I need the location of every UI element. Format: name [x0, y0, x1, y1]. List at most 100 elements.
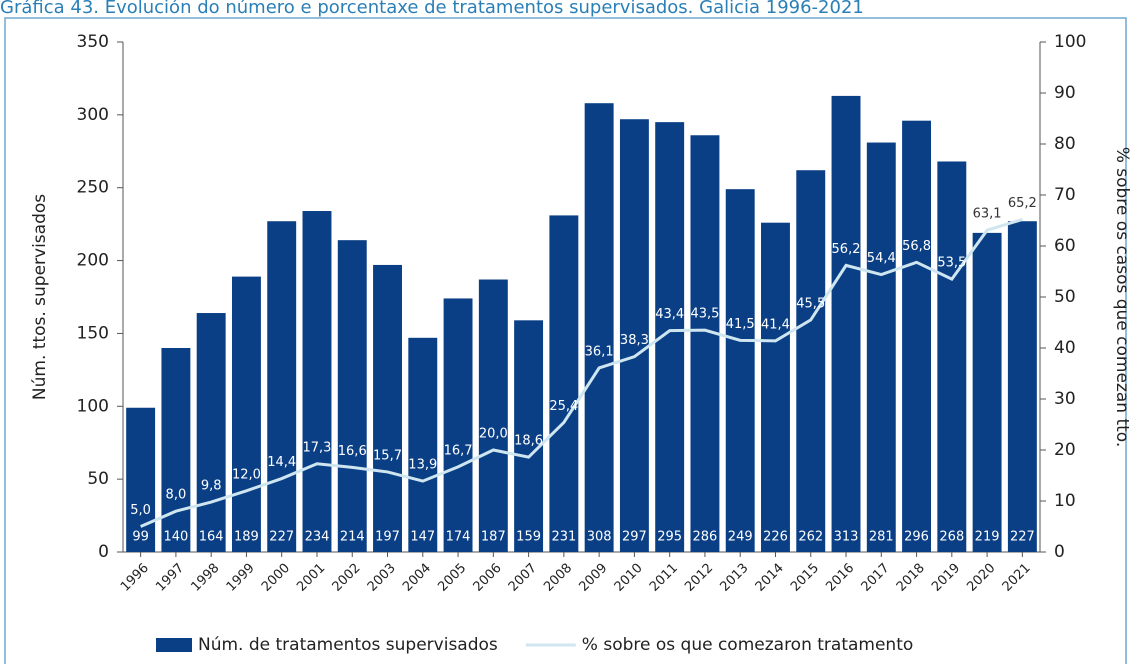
bar	[549, 215, 579, 552]
line-value-label: 25,4	[549, 399, 578, 414]
x-tick-label: 1997	[153, 561, 187, 595]
y-tick-label: 100	[77, 396, 109, 416]
bar-value-label: 295	[657, 530, 682, 545]
x-tick-label: 2018	[894, 561, 928, 595]
y-axis-label: Núm. ttos. supervisados	[30, 194, 50, 400]
bar-value-label: 286	[693, 530, 718, 545]
bar	[796, 170, 826, 552]
bar	[937, 161, 967, 552]
bar-value-label: 99	[132, 530, 149, 545]
bar-value-label: 164	[199, 530, 224, 545]
line-value-label: 38,3	[620, 333, 649, 348]
bar	[902, 120, 932, 552]
x-tick-label: 1999	[224, 561, 258, 595]
x-tick-label: 2013	[718, 561, 752, 595]
line-value-label: 41,4	[761, 317, 790, 332]
bar	[443, 298, 473, 552]
bar-value-label: 227	[1010, 530, 1035, 545]
x-tick-label: 2012	[682, 561, 716, 595]
bar	[302, 211, 332, 552]
bar-value-label: 313	[834, 530, 859, 545]
frame	[4, 17, 1127, 664]
x-tick-label: 2001	[294, 561, 328, 595]
bar-value-label: 174	[446, 530, 471, 545]
y-tick-label: 300	[77, 105, 109, 125]
x-tick-label: 2009	[576, 561, 610, 595]
line-value-label: 12,0	[232, 467, 261, 482]
y2-tick-label: 80	[1054, 134, 1076, 154]
x-tick-label: 2014	[753, 561, 787, 595]
line-value-label: 41,5	[726, 317, 755, 332]
y2-tick-label: 30	[1054, 389, 1076, 409]
x-tick-label: 2021	[1000, 561, 1034, 595]
y2-tick-label: 50	[1054, 287, 1076, 307]
y2-tick-label: 90	[1054, 83, 1076, 103]
y-tick-label: 0	[98, 542, 109, 562]
y2-tick-label: 60	[1054, 236, 1076, 256]
bar	[690, 135, 720, 552]
line-value-label: 16,7	[444, 443, 473, 458]
line-value-label: 63,1	[973, 207, 1002, 222]
bar	[478, 279, 508, 552]
line-value-label: 20,0	[479, 427, 508, 442]
line-value-label: 36,1	[585, 344, 614, 359]
line-value-label: 56,8	[902, 239, 931, 254]
bar	[126, 407, 156, 552]
bar	[337, 240, 367, 552]
x-tick-label: 2010	[612, 561, 646, 595]
line-value-label: 14,4	[267, 455, 296, 470]
x-tick-label: 2017	[859, 561, 893, 595]
x-tick-label: 1996	[118, 561, 152, 595]
x-tick-label: 1998	[188, 561, 222, 595]
y2-tick-label: 100	[1054, 32, 1086, 52]
x-tick-label: 2015	[788, 561, 822, 595]
bar	[866, 142, 896, 553]
bar	[408, 337, 438, 552]
y2-tick-label: 40	[1054, 338, 1076, 358]
legend-label: % sobre os que comezaron tratamento	[582, 635, 914, 655]
x-tick-label: 2019	[929, 561, 963, 595]
bar-value-label: 197	[375, 530, 400, 545]
bar	[972, 232, 1002, 552]
y-tick-label: 350	[77, 32, 109, 52]
x-tick-label: 2020	[964, 561, 998, 595]
y2-tick-label: 20	[1054, 440, 1076, 460]
bar-value-label: 308	[587, 530, 612, 545]
line-value-label: 56,2	[832, 242, 861, 257]
x-tick-label: 2002	[330, 561, 364, 595]
bar	[584, 103, 614, 552]
x-tick-label: 2000	[259, 561, 293, 595]
bar-value-label: 189	[234, 530, 259, 545]
line-value-label: 15,7	[373, 448, 402, 463]
y2-tick-label: 10	[1054, 491, 1076, 511]
x-tick-label: 2007	[506, 561, 540, 595]
line-value-label: 9,8	[201, 479, 222, 494]
bar-value-label: 147	[410, 530, 435, 545]
bar	[196, 313, 226, 552]
bar-value-label: 187	[481, 530, 506, 545]
y-tick-label: 50	[87, 469, 109, 489]
y2-tick-label: 0	[1054, 542, 1065, 562]
bar	[725, 189, 755, 552]
y-tick-label: 200	[77, 251, 109, 271]
line-value-label: 5,0	[130, 503, 151, 518]
bar-value-label: 219	[975, 530, 1000, 545]
line-value-label: 45,5	[796, 296, 825, 311]
bar-value-label: 281	[869, 530, 894, 545]
bar-value-label: 296	[904, 530, 929, 545]
line-value-label: 16,6	[338, 444, 367, 459]
line-value-label: 65,2	[1008, 196, 1037, 211]
bar-value-label: 268	[939, 530, 964, 545]
bar	[161, 348, 191, 552]
legend-label: Núm. de tratamentos supervisados	[198, 635, 498, 655]
bar	[831, 95, 861, 553]
line	[140, 218, 1023, 528]
line-value-label: 17,3	[303, 440, 332, 455]
bar	[1007, 221, 1037, 552]
x-tick-label: 2006	[471, 561, 505, 595]
line-value-label: 13,9	[408, 458, 437, 473]
bar	[267, 221, 297, 552]
line-value-label: 8,0	[166, 488, 187, 503]
bar	[231, 276, 261, 552]
